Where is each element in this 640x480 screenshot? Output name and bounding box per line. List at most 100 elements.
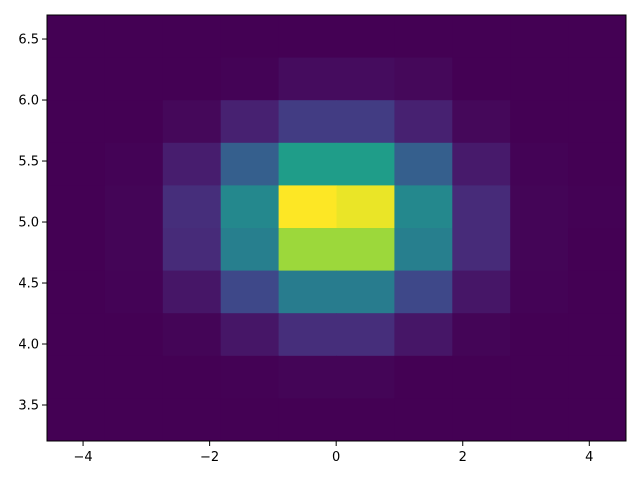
heatmap-cell [336,185,395,229]
heatmap-cell [568,57,627,101]
heatmap-cell [394,355,453,399]
x-tick-label: 0 [332,450,340,465]
heatmap-cell [162,15,222,59]
heatmap-cell [278,100,337,144]
heatmap-cell [162,142,222,186]
heatmap-cell [452,15,511,59]
y-tick-label: 5.5 [18,155,39,170]
heatmap-cell [104,270,164,314]
heatmap-cell [162,57,222,101]
heatmap-cell [452,270,511,314]
heatmap-cell [336,100,395,144]
heatmap-cell [220,100,280,144]
heatmap-cell [568,313,627,357]
y-tick-label: 3.5 [18,399,39,414]
heatmap-cells [47,15,627,442]
heatmap-cell [278,355,337,399]
heatmap-cell [220,185,280,229]
heatmap-cell [510,57,569,101]
heatmap-cell [278,57,337,101]
heatmap-cell [47,398,106,442]
heatmap-cell [336,270,395,314]
heatmap-cell [47,185,106,229]
heatmap-cell [452,100,511,144]
heatmap-cell [394,100,453,144]
heatmap-cell [278,142,337,186]
heatmap-cell [162,185,222,229]
heatmap-cell [568,228,627,272]
heatmap-cell [452,228,511,272]
heatmap-cell [162,270,222,314]
heatmap-cell [510,355,569,399]
y-axis: 3.5 4.0 4.5 5.0 5.5 6.0 6.5 [18,33,47,414]
heatmap-cell [452,355,511,399]
heatmap-cell [220,228,280,272]
heatmap-cell [336,15,395,59]
heatmap-cell [104,15,164,59]
heatmap-cell [278,15,337,59]
heatmap-cell [510,270,569,314]
heatmap-cell [220,142,280,186]
heatmap-cell [47,100,106,144]
heatmap-cell [162,228,222,272]
heatmap-cell [47,228,106,272]
heatmap-cell [162,398,222,442]
heatmap-cell [510,313,569,357]
heatmap-cell [104,313,164,357]
heatmap-cell [336,313,395,357]
heatmap-cell [394,185,453,229]
heatmap-cell [104,398,164,442]
heatmap-cell [47,15,106,59]
heatmap-cell [47,270,106,314]
heatmap-cell [568,398,627,442]
heatmap-cell [452,185,511,229]
heatmap-cell [510,185,569,229]
heatmap-cell [104,100,164,144]
heatmap-cell [394,57,453,101]
y-tick-label: 6.0 [18,94,39,109]
heatmap-cell [278,228,337,272]
heatmap-cell [220,355,280,399]
heatmap-cell [568,142,627,186]
heatmap-cell [220,15,280,59]
heatmap-cell [278,313,337,357]
y-tick-label: 4.0 [18,338,39,353]
heatmap-cell [104,228,164,272]
heatmap-cell [220,398,280,442]
heatmap-cell [47,355,106,399]
heatmap-cell [568,15,627,59]
heatmap-cell [336,142,395,186]
heatmap-cell [336,398,395,442]
heatmap-cell [510,15,569,59]
x-axis: −4 −2 0 2 4 [73,441,593,465]
heatmap-cell [568,355,627,399]
heatmap-cell [394,270,453,314]
y-tick-label: 5.0 [18,216,39,231]
heatmap-cell [568,185,627,229]
heatmap-cell [510,100,569,144]
heatmap-cell [47,313,106,357]
y-tick-label: 4.5 [18,277,39,292]
heatmap-cell [220,313,280,357]
heatmap-cell [278,270,337,314]
heatmap-cell [510,228,569,272]
heatmap-cell [452,398,511,442]
heatmap-cell [47,142,106,186]
heatmap-cell [104,185,164,229]
heatmap-cell [510,398,569,442]
heatmap-cell [452,57,511,101]
heatmap-cell [162,313,222,357]
heatmap-cell [278,398,337,442]
heatmap-cell [336,228,395,272]
x-tick-label: −2 [200,450,219,465]
heatmap-cell [394,15,453,59]
heatmap-cell [394,313,453,357]
x-tick-label: 4 [585,450,593,465]
heatmap-cell [47,57,106,101]
heatmap-cell [104,57,164,101]
heatmap-cell [336,57,395,101]
heatmap-cell [104,142,164,186]
heatmap-cell [394,398,453,442]
heatmap-cell [568,270,627,314]
